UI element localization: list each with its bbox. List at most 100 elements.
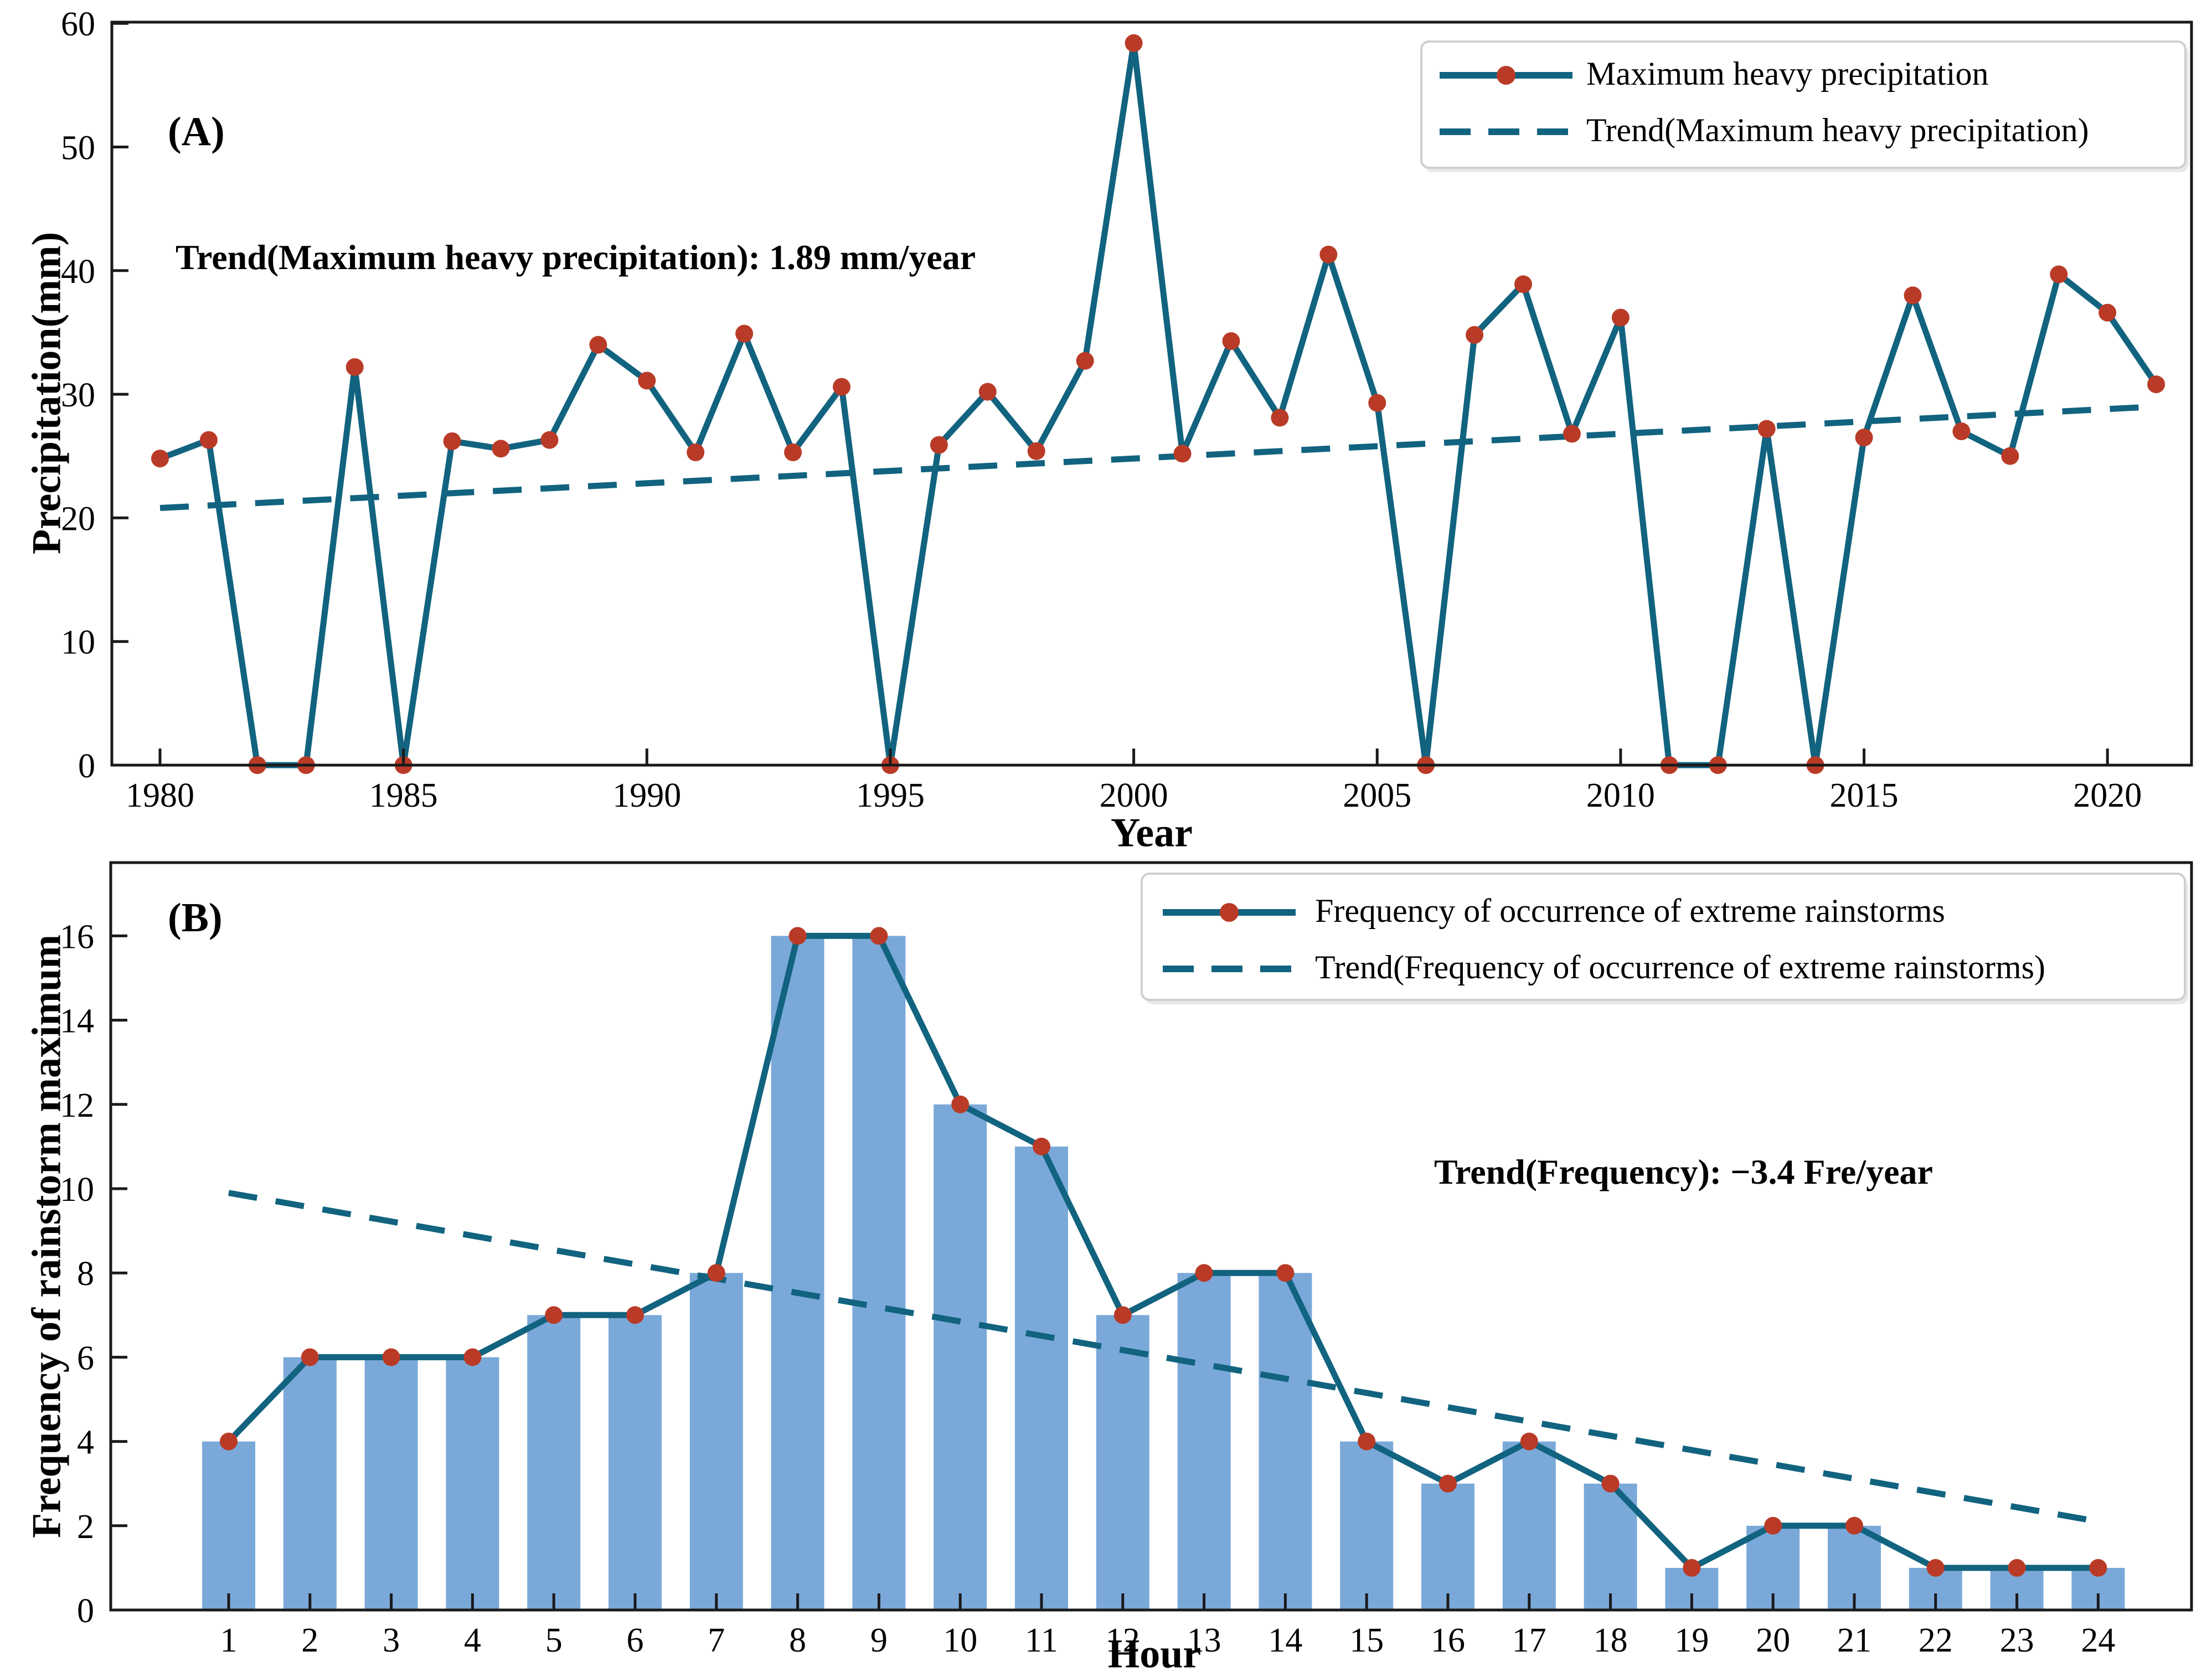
panel-b-xtick-label: 17 [1512, 1622, 1546, 1659]
panel-b-xtick-label: 14 [1268, 1622, 1302, 1659]
panel-b-ytick-label: 16 [60, 918, 94, 956]
legend-a-sample-marker [1497, 66, 1515, 85]
panel-b-bar [1421, 1483, 1474, 1610]
panel-a-ytick-label: 40 [61, 253, 95, 291]
panel-a-ytick-label: 60 [61, 6, 95, 43]
panel-b-bar [446, 1357, 499, 1610]
panel-b-marker [2008, 1559, 2026, 1577]
panel-a-marker [1757, 420, 1776, 438]
panel-b-marker [1764, 1516, 1782, 1535]
panel-a-ytick-label: 30 [61, 376, 95, 414]
panel-b-xtick-label: 10 [943, 1622, 977, 1659]
panel-a-marker [1173, 445, 1192, 463]
panel-b-bar [1502, 1441, 1556, 1610]
panel-b-xlabel: Hour [1107, 1631, 1202, 1677]
panel-a-marker [1952, 422, 1971, 441]
panel-b-marker [545, 1306, 563, 1324]
panel-b-marker [1033, 1137, 1050, 1155]
panel-b-xtick-label: 16 [1431, 1622, 1465, 1659]
panel-a-xtick-label: 2005 [1343, 777, 1411, 814]
panel-b-xtick-label: 6 [627, 1622, 644, 1659]
panel-b-xtick-label: 8 [789, 1622, 806, 1659]
panel-b-bar [609, 1315, 662, 1610]
panel-a-marker [1855, 429, 1873, 447]
panel-b-xtick-label: 20 [1756, 1622, 1790, 1659]
panel-b-marker [1195, 1264, 1213, 1282]
panel-b-ytick-label: 14 [60, 1003, 94, 1040]
panel-a-marker [1904, 286, 1922, 305]
panel-b-marker [1683, 1559, 1701, 1577]
panel-a-marker [589, 336, 607, 354]
panel-b-xtick-label: 15 [1349, 1622, 1384, 1659]
panel-a-marker [1466, 326, 1484, 344]
panel-b-marker [707, 1264, 725, 1282]
legend-a-item-0-label: Maximum heavy precipitation [1586, 55, 1989, 92]
panel-a-ytick-label: 20 [61, 500, 95, 538]
panel-a-marker [1125, 34, 1143, 52]
panel-b-bar [1259, 1273, 1312, 1610]
legend-b-sample-marker [1220, 903, 1239, 922]
panel-a-marker [199, 431, 218, 449]
panel-b-frame [109, 861, 2193, 1612]
panel-a-marker [784, 443, 802, 462]
panel-b-xtick-label: 12 [1106, 1622, 1140, 1659]
panel-a-marker [443, 432, 461, 450]
panel-a-xtick-label: 1980 [126, 777, 194, 814]
panel-a-marker [2050, 265, 2068, 283]
legend-a-item-1-label: Trend(Maximum heavy precipitation) [1586, 112, 2089, 148]
panel-a-marker [2147, 375, 2165, 394]
panel-b-xtick-label: 11 [1025, 1622, 1058, 1659]
panel-a-marker [687, 443, 705, 462]
panel-a-marker [346, 358, 364, 376]
panel-b-marker [1845, 1516, 1863, 1535]
panel-b-marker [1358, 1432, 1376, 1451]
panel-a-xtick-label: 1985 [369, 777, 438, 814]
panel-a-marker [1319, 245, 1338, 264]
panel-a-ytick-label: 50 [61, 130, 95, 167]
panel-a-marker [1563, 425, 1581, 443]
panel-b-trend-line [228, 1190, 2099, 1525]
panel-a-marker [540, 431, 559, 449]
panel-b-bar [283, 1357, 337, 1610]
panel-b-bar [771, 936, 824, 1610]
panel-b-marker [2089, 1559, 2107, 1577]
panel-a-marker [1514, 275, 1533, 293]
panel-a-xtick-label: 1990 [612, 777, 681, 814]
panel-a-marker [1271, 409, 1289, 427]
panel-a-marker [1368, 394, 1386, 412]
panel-b-bar [527, 1315, 581, 1610]
panel-b-marker [1926, 1559, 1945, 1577]
panel-b-bar [934, 1104, 987, 1610]
legend-a-box [1420, 40, 2187, 169]
panel-a-marker [2098, 303, 2117, 322]
panel-a-xtick-label: 2000 [1100, 777, 1168, 814]
panel-a-annotation: Trend(Maximum heavy precipitation): 1.89… [176, 238, 976, 277]
panel-a-marker [638, 371, 656, 390]
panel-a-marker [833, 378, 851, 396]
panel-b-xtick-label: 3 [383, 1622, 400, 1659]
panel-b-marker [382, 1348, 400, 1366]
panel-a-marker [151, 450, 169, 468]
panel-b-bar [1096, 1315, 1149, 1610]
legend-b-box [1141, 873, 2186, 1001]
panel-b-bar [1340, 1441, 1394, 1610]
panel-b-bar [689, 1273, 743, 1610]
panel-b-ytick-label: 2 [77, 1508, 94, 1546]
panel-b-xtick-label: 21 [1837, 1622, 1871, 1659]
panel-b-marker [1113, 1306, 1132, 1324]
panel-b-xtick-label: 23 [2000, 1622, 2034, 1659]
panel-b-xtick-label: 4 [464, 1622, 481, 1659]
panel-b-marker [951, 1095, 970, 1113]
panel-a-marker [930, 436, 948, 454]
panel-b-marker [1601, 1474, 1620, 1493]
panel-b-ytick-label: 0 [77, 1592, 94, 1630]
panel-b-xtick-label: 9 [870, 1622, 888, 1659]
panel-b-marker [301, 1348, 319, 1366]
panel-b-xtick-label: 24 [2081, 1622, 2115, 1659]
panel-b-bar [1015, 1146, 1068, 1610]
panel-b-xtick-label: 2 [301, 1622, 318, 1659]
panel-b-marker [870, 927, 888, 945]
panel-b-bar [1177, 1273, 1231, 1610]
panel-a-marker [1076, 352, 1094, 370]
panel-b-marker [1520, 1432, 1538, 1451]
